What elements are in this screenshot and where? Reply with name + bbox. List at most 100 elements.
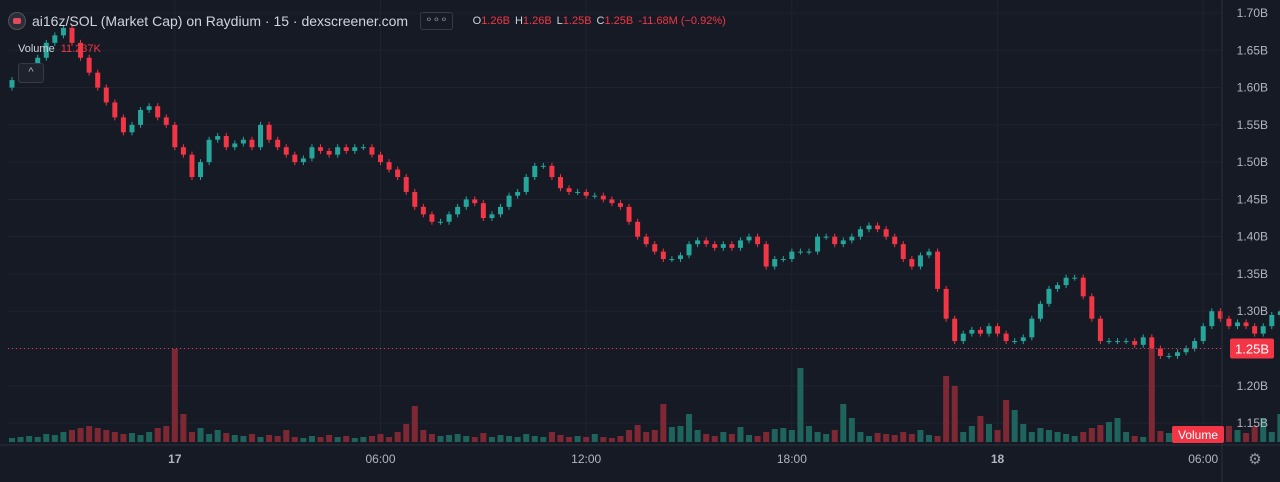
volume-bar	[540, 437, 547, 442]
volume-bar	[231, 435, 238, 442]
candle-body	[883, 229, 889, 237]
volume-bar	[223, 433, 230, 442]
volume-bar	[60, 432, 67, 442]
volume-bar	[771, 429, 778, 442]
x-tick-label: 12:00	[571, 452, 601, 466]
candle-body	[1003, 333, 1009, 342]
volume-bar	[463, 436, 470, 442]
candle-body	[52, 35, 58, 43]
volume-bar	[180, 414, 187, 442]
volume-bar	[831, 430, 838, 442]
candle-body	[360, 147, 366, 149]
candle-body	[917, 255, 923, 267]
candle-body	[1200, 326, 1206, 342]
candle-body	[1217, 311, 1223, 319]
volume-bar	[68, 430, 75, 442]
chart-settings-button[interactable]: ⚙	[1247, 452, 1263, 468]
volume-bar	[686, 414, 693, 442]
volume-bar	[146, 432, 153, 442]
candle-body	[643, 236, 649, 245]
candle-body	[292, 154, 298, 163]
candle-body	[943, 288, 949, 319]
volume-bar	[360, 437, 367, 442]
candle-body	[875, 225, 881, 230]
volume-bar	[128, 433, 135, 442]
candle-body	[420, 206, 426, 215]
candle-body	[1243, 322, 1249, 327]
candle-body	[892, 236, 898, 245]
volume-bar	[806, 426, 813, 442]
gear-icon: ⚙	[1248, 451, 1262, 468]
candle-body	[592, 195, 598, 197]
candle-body	[275, 139, 281, 148]
candle-body	[515, 191, 521, 196]
candle-body	[806, 251, 812, 253]
candle-body	[549, 165, 555, 178]
ohlc-key: O	[472, 15, 482, 27]
volume-bar	[874, 433, 881, 442]
collapse-legend-button[interactable]: ^	[18, 63, 44, 83]
last-price-text: 1.25B	[1235, 342, 1269, 357]
candle-body	[1140, 337, 1146, 345]
candle-body	[1277, 311, 1280, 315]
volume-bar	[1037, 428, 1044, 442]
y-tick-label: 1.65B	[1237, 43, 1268, 57]
candle-body	[163, 117, 169, 125]
volume-bar	[214, 430, 221, 442]
volume-bar	[266, 435, 273, 442]
volume-bar	[977, 416, 984, 442]
volume-bar	[531, 436, 538, 442]
volume-bar	[94, 428, 101, 442]
more-options-button[interactable]: ∘∘∘	[420, 12, 453, 30]
volume-bar	[420, 430, 427, 442]
x-tick-label: 18	[991, 452, 1005, 466]
candle-body	[480, 203, 486, 219]
volume-bar	[728, 434, 735, 442]
volume-bar	[634, 425, 641, 442]
candle-body	[797, 251, 803, 253]
candle-body	[935, 251, 941, 289]
volume-bar	[351, 438, 358, 442]
candle-body	[352, 147, 358, 151]
volume-bar	[248, 434, 255, 442]
x-tick-label: 06:00	[365, 452, 395, 466]
candle-body	[198, 162, 204, 178]
volume-bar	[694, 430, 701, 442]
volume-bar	[274, 436, 281, 442]
token-logo-icon	[8, 12, 26, 30]
volume-bar	[814, 432, 821, 442]
volume-bar	[720, 432, 727, 442]
candle-body	[566, 188, 572, 192]
candle-body	[283, 147, 289, 155]
ohlc-value: 1.26B	[481, 15, 510, 27]
volume-bar	[257, 437, 264, 442]
volume-bar	[506, 436, 513, 442]
volume-label: Volume	[18, 43, 55, 55]
volume-bar	[934, 436, 941, 442]
candle-body	[532, 165, 538, 178]
volume-bar	[437, 436, 444, 442]
volume-bar	[1028, 432, 1035, 442]
ohlc-value: 1.26B	[522, 15, 552, 27]
candle-body	[746, 236, 752, 241]
volume-bar	[480, 433, 487, 442]
volume-bar	[891, 435, 898, 442]
chart-title: ai16z/SOL (Market Cap) on Raydium · 15 ·…	[32, 13, 409, 29]
volume-bar	[1020, 424, 1027, 442]
volume-bar	[51, 435, 58, 442]
candle-body	[369, 147, 375, 155]
volume-bar	[746, 435, 753, 442]
volume-bar	[1080, 432, 1087, 442]
volume-bar	[368, 436, 375, 442]
volume-bar	[1003, 400, 1010, 442]
volume-bar	[617, 436, 624, 442]
volume-bar	[866, 436, 872, 442]
candle-body	[669, 259, 675, 261]
volume-bar	[548, 432, 555, 442]
volume-bar	[960, 432, 967, 442]
candle-body	[180, 147, 186, 155]
candle-body	[1012, 341, 1018, 343]
volume-bar	[488, 437, 495, 442]
